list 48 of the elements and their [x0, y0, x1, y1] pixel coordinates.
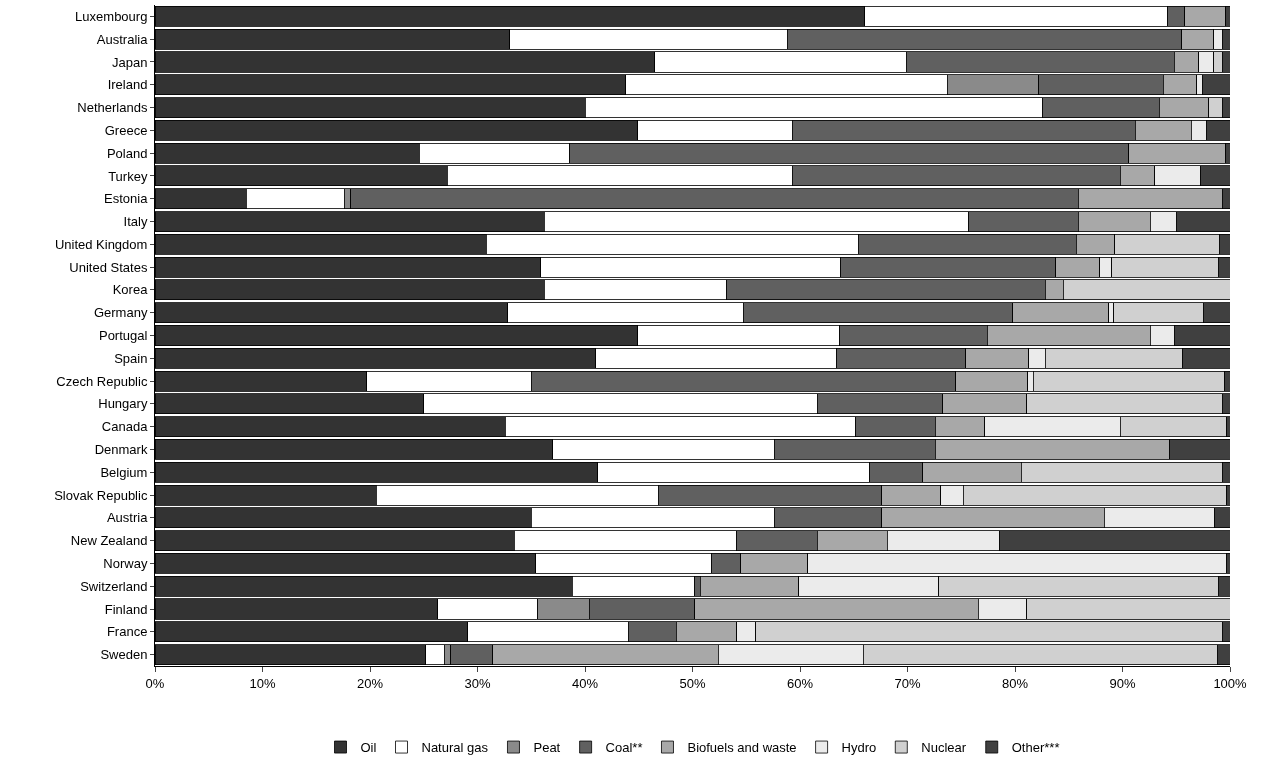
y-tick-label: Luxembourg — [75, 8, 148, 24]
x-tick-label: 60% — [786, 675, 814, 691]
legend-label: Other*** — [1011, 740, 1060, 756]
y-tick-label: United States — [69, 259, 148, 275]
y-tick-label: Korea — [112, 282, 149, 298]
y-tick-label: Denmark — [94, 442, 148, 458]
y-tick-label: Switzerland — [80, 578, 148, 594]
x-tick-label: 70% — [894, 675, 921, 691]
y-tick-label: Australia — [96, 31, 149, 47]
y-tick-label: Canada — [101, 419, 149, 435]
y-tick-label: Ireland — [107, 77, 148, 93]
y-tick-label: Turkey — [108, 168, 148, 184]
legend-label: Oil — [360, 740, 377, 756]
y-tick-label: New Zealand — [70, 533, 148, 549]
y-tick-label: Hungary — [98, 396, 148, 412]
y-tick-label: United Kingdom — [54, 236, 148, 252]
y-tick-label: Austria — [106, 510, 149, 526]
y-tick-label: France — [106, 624, 148, 640]
y-tick-label: Poland — [106, 145, 148, 161]
x-tick-label: 100% — [1213, 675, 1248, 691]
legend-label: Natural gas — [421, 740, 489, 756]
legend-label: Peat — [533, 740, 561, 756]
y-tick-label: Norway — [103, 555, 148, 571]
legend-label: Hydro — [841, 740, 877, 756]
x-tick-label: 30% — [464, 675, 491, 691]
y-tick-label: Netherlands — [77, 100, 148, 116]
y-tick-label: Sweden — [100, 647, 148, 663]
x-tick-label: 40% — [571, 675, 599, 691]
y-tick-label: Greece — [104, 122, 148, 138]
x-tick-label: 90% — [1109, 675, 1136, 691]
x-tick-label: 0% — [145, 675, 165, 691]
y-tick-label: Slovak Republic — [54, 487, 148, 503]
y-tick-label: Germany — [93, 305, 148, 321]
x-tick-label: 80% — [1001, 675, 1029, 691]
x-tick-label: 50% — [679, 675, 706, 691]
x-tick-label: 10% — [249, 675, 276, 691]
y-tick-label: Portugal — [98, 328, 148, 344]
y-tick-label: Spain — [114, 350, 148, 366]
y-tick-label: Japan — [111, 54, 148, 70]
x-tick-label: 20% — [356, 675, 384, 691]
y-tick-label: Finland — [104, 601, 148, 617]
legend-label: Nuclear — [921, 740, 967, 756]
legend-label: Biofuels and waste — [687, 740, 797, 756]
y-tick-label: Czech Republic — [56, 373, 148, 389]
legend-label: Coal** — [605, 740, 643, 756]
y-tick-label: Estonia — [104, 191, 149, 207]
y-tick-label: Belgium — [100, 464, 148, 480]
y-tick-label: Italy — [123, 214, 148, 230]
